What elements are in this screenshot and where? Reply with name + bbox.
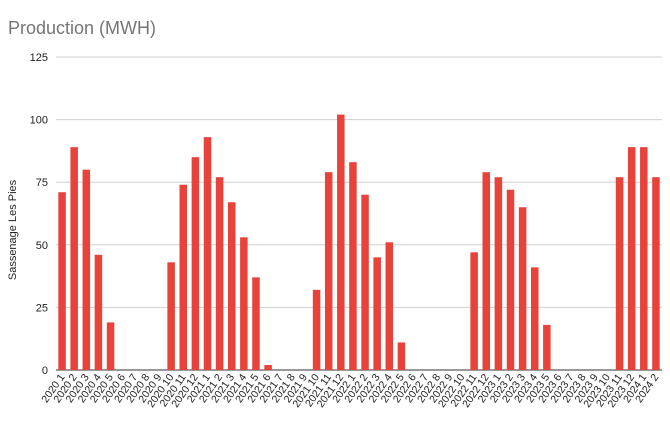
bar (179, 184, 188, 370)
bar (191, 157, 200, 370)
bar (252, 277, 260, 370)
bars (58, 114, 660, 370)
bar (385, 242, 394, 370)
y-tick-label: 0 (42, 365, 48, 377)
bar (70, 147, 78, 370)
bar (361, 194, 369, 370)
bar (530, 267, 539, 370)
bar (264, 364, 272, 370)
bar (373, 257, 381, 370)
bar (652, 177, 660, 370)
y-tick-label: 50 (36, 240, 48, 252)
bar (627, 147, 636, 370)
y-tick-label: 100 (30, 115, 48, 127)
bar (337, 114, 345, 370)
gridlines (56, 56, 662, 371)
bar (106, 322, 115, 370)
y-tick-label: 25 (36, 302, 48, 314)
bar (312, 289, 321, 370)
bar (58, 192, 66, 370)
chart-title: Production (MWH) (8, 18, 157, 38)
bar (518, 207, 527, 370)
bar (640, 147, 648, 370)
bar (240, 237, 248, 370)
bar (494, 177, 503, 370)
bar (543, 324, 551, 370)
y-tick-label: 75 (36, 177, 48, 189)
bar (203, 137, 212, 370)
bar (324, 172, 333, 370)
bar (227, 202, 236, 370)
bar (349, 162, 357, 370)
bar (82, 169, 91, 370)
bar (482, 172, 491, 370)
y-axis-label: Sassenage Les Pies (7, 179, 19, 280)
bar (167, 262, 175, 370)
y-axis: 0 25 50 75 100 125 (30, 52, 48, 377)
y-tick-label: 125 (30, 52, 48, 64)
bar (506, 189, 515, 370)
bar (397, 342, 406, 370)
bar (94, 254, 103, 370)
bar (470, 252, 478, 370)
bar (615, 177, 624, 370)
bar (215, 177, 224, 370)
